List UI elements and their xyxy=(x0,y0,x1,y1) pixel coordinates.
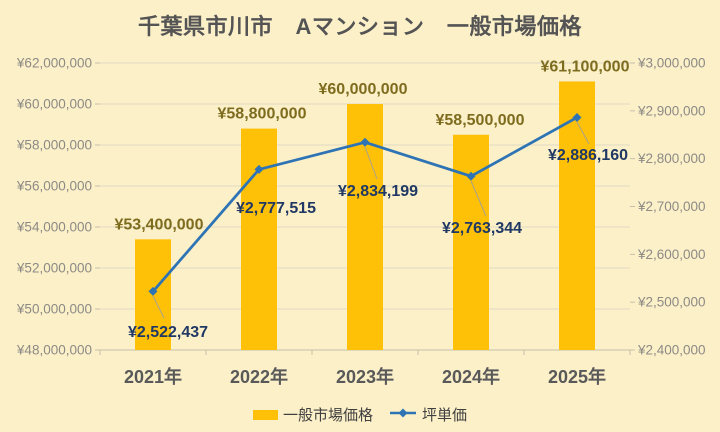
category-label: 2023年 xyxy=(336,366,394,387)
chart-title: 千葉県市川市 Aマンション 一般市場価格 xyxy=(138,14,582,39)
leader-line xyxy=(576,121,590,145)
legend-item-market-price: 一般市場価格 xyxy=(252,404,373,425)
right-axis-tick-label: ¥2,800,000 xyxy=(637,151,706,166)
left-axis-tick-label: ¥58,000,000 xyxy=(16,138,92,153)
left-axis-tick-label: ¥50,000,000 xyxy=(16,302,92,317)
marker xyxy=(360,137,370,147)
left-axis-tick-label: ¥56,000,000 xyxy=(16,179,92,194)
bar-value-label: ¥53,400,000 xyxy=(115,216,204,233)
bar-value-label: ¥61,100,000 xyxy=(541,58,630,75)
leader-line xyxy=(470,180,487,217)
category-label: 2024年 xyxy=(442,366,500,387)
left-axis-tick-label: ¥62,000,000 xyxy=(16,56,92,71)
legend-item-tsubo-price: 坪単価 xyxy=(389,404,467,425)
marker xyxy=(148,286,158,296)
right-axis-tick-label: ¥2,900,000 xyxy=(637,103,706,118)
bar-value-label: ¥60,000,000 xyxy=(319,81,408,98)
left-axis-tick-label: ¥54,000,000 xyxy=(16,220,92,235)
line-value-label: ¥2,834,199 xyxy=(338,183,418,200)
bar xyxy=(559,81,595,350)
line-series-swatch-icon xyxy=(389,406,417,424)
legend-label: 一般市場価格 xyxy=(282,407,373,424)
left-axis-tick-label: ¥52,000,000 xyxy=(16,261,92,276)
leader-line xyxy=(364,146,378,180)
right-axis-tick-label: ¥2,700,000 xyxy=(637,199,706,214)
right-axis-tick-label: ¥2,500,000 xyxy=(637,295,706,310)
category-label: 2025年 xyxy=(548,366,606,387)
marker xyxy=(572,112,582,122)
line-value-label: ¥2,763,344 xyxy=(442,220,522,237)
bar xyxy=(241,128,277,350)
category-label: 2021年 xyxy=(124,366,182,387)
right-axis-tick-label: ¥3,000,000 xyxy=(637,56,706,71)
legend: 一般市場価格 坪単価 xyxy=(0,404,720,425)
category-label: 2022年 xyxy=(230,366,288,387)
left-axis-tick-label: ¥60,000,000 xyxy=(16,97,92,112)
marker xyxy=(466,171,476,181)
bar-value-label: ¥58,500,000 xyxy=(436,112,525,129)
right-axis-tick-label: ¥2,400,000 xyxy=(637,343,706,358)
marker xyxy=(254,164,264,174)
bar-value-label: ¥58,800,000 xyxy=(218,106,307,123)
leader-line xyxy=(152,295,165,319)
left-axis-tick-label: ¥48,000,000 xyxy=(16,343,92,358)
legend-label: 坪単価 xyxy=(422,407,468,424)
bar xyxy=(453,134,489,350)
right-axis-tick-label: ¥2,600,000 xyxy=(637,247,706,262)
line-value-label: ¥2,777,515 xyxy=(236,200,316,217)
line-value-label: ¥2,522,437 xyxy=(128,324,208,341)
line-value-label: ¥2,886,160 xyxy=(548,147,628,164)
bar-series-swatch-icon xyxy=(252,409,278,420)
